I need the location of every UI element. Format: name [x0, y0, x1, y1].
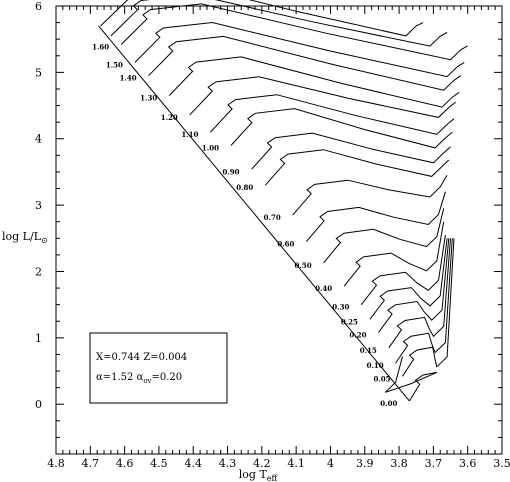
legend-line-2: α=1.52 αov=0.20 — [96, 372, 182, 385]
isochrone-line — [230, 108, 453, 149]
isochrone-line — [306, 191, 446, 242]
isochrone-label: 0.05 — [373, 374, 390, 383]
isochrone-label: 0.50 — [295, 261, 312, 270]
isochrone-label: 0.15 — [360, 346, 377, 355]
isochrone-label: 0.40 — [315, 284, 332, 293]
y-tick-label: 0 — [35, 398, 42, 411]
isochrone-label: 1.00 — [202, 143, 219, 152]
isochrone-line — [110, 0, 448, 47]
isochrone-line — [402, 238, 455, 377]
isochrone-label: 0.30 — [332, 303, 349, 312]
x-tick-label: 3.9 — [356, 457, 374, 470]
x-tick-label: 4.2 — [253, 457, 271, 470]
isochrone-label: 1.20 — [161, 113, 178, 122]
isochrone-line — [189, 76, 457, 118]
x-axis-ticks: 4.8 4.7 4.6 4.5 4.4 4.3 4.2 4.1 4 3.9 3.8 3.7 3.6 3.5 — [47, 6, 510, 470]
plot-frame — [55, 5, 503, 455]
x-tick-label: 3.8 — [390, 457, 408, 470]
x-tick-label: 4.7 — [82, 457, 100, 470]
isochrone-line — [148, 35, 462, 91]
x-tick-label: 3.5 — [493, 457, 510, 470]
y-axis-title: log L/L⊙ — [2, 230, 48, 245]
y-tick-label: 1 — [35, 332, 42, 345]
x-tick-label: 4.4 — [184, 457, 202, 470]
x-tick-label: 4.1 — [287, 457, 305, 470]
isochrone-line — [360, 234, 446, 306]
zams-boundary-line — [98, 25, 410, 402]
x-tick-label: 4 — [327, 457, 334, 470]
isochrone-line — [168, 56, 460, 108]
isochrone-line — [100, 0, 424, 37]
isochrone-line — [378, 238, 450, 333]
isochrone-label: 0.60 — [277, 240, 294, 249]
isochrone-label: 0.20 — [349, 331, 366, 340]
y-tick-label: 5 — [35, 66, 42, 79]
isochrone-label: 1.30 — [140, 94, 157, 103]
x-tick-label: 3.6 — [459, 457, 477, 470]
isochrone-label: 1.60 — [92, 42, 109, 51]
isochrone-line — [120, 3, 468, 61]
x-tick-label: 4.3 — [219, 457, 237, 470]
isochrone-labels: 0.00 0.05 0.10 0.15 0.20 0.25 0.30 0.40 0.50 0.60… — [92, 42, 397, 407]
x-tick-label: 4.6 — [116, 457, 134, 470]
isochrone-curves — [98, 0, 468, 402]
y-tick-label: 4 — [35, 133, 42, 146]
x-tick-label: 4.5 — [150, 457, 168, 470]
isochrone-label: 0.80 — [236, 183, 253, 192]
isochrone-label: 0.90 — [222, 167, 239, 176]
isochrone-label: 0.70 — [264, 213, 281, 222]
isochrone-line — [210, 94, 455, 135]
isochrone-line — [388, 238, 451, 349]
isochrone-label: 1.50 — [106, 60, 123, 69]
isochrone-line — [385, 356, 437, 402]
plot-border — [55, 5, 503, 455]
isochrone-label: 0.10 — [367, 361, 384, 370]
isochrone-label: 0.00 — [380, 399, 397, 408]
legend-line-1: X=0.744 Z=0.004 — [96, 352, 187, 363]
isochrone-label: 1.40 — [120, 74, 137, 83]
isochrone-label: 1.10 — [181, 130, 198, 139]
isochrone-line — [343, 221, 445, 287]
y-tick-label: 3 — [35, 199, 42, 212]
x-tick-label: 4.8 — [47, 457, 65, 470]
x-tick-label: 3.7 — [425, 457, 443, 470]
isochrone-line — [292, 174, 448, 216]
isochrone-line — [134, 21, 465, 78]
x-axis-title: log Teff — [239, 468, 279, 482]
isochrone-line — [369, 238, 448, 320]
isochrone-label: 0.25 — [341, 317, 358, 326]
isochrone-line — [264, 149, 450, 186]
isochrone-line — [395, 238, 453, 364]
isochrone-line — [323, 208, 445, 264]
legend-box: X=0.744 Z=0.004 α=1.52 αov=0.20 — [89, 332, 228, 404]
y-axis-ticks: 0 1 2 3 4 5 6 — [35, 0, 502, 455]
y-tick-label: 2 — [35, 265, 42, 278]
isochrone-line — [251, 132, 451, 170]
y-tick-label: 6 — [35, 0, 42, 13]
